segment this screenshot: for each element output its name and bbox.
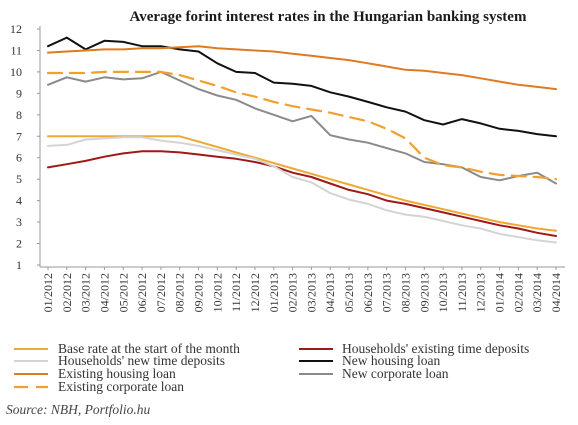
x-tick-label: 02/2013 bbox=[286, 273, 300, 312]
x-tick-label: 09/2013 bbox=[417, 273, 431, 312]
x-tick-label: 03/2014 bbox=[530, 273, 544, 312]
y-tick-label: 10 bbox=[10, 65, 22, 79]
x-tick-label: 10/2013 bbox=[436, 273, 450, 312]
y-tick-label: 8 bbox=[16, 108, 22, 122]
y-tick-label: 11 bbox=[10, 43, 22, 57]
x-tick-label: 05/2012 bbox=[116, 273, 130, 312]
y-tick-label: 3 bbox=[16, 215, 22, 229]
series-line-4 bbox=[47, 36, 557, 138]
series-line-2 bbox=[47, 150, 557, 237]
x-tick-label: 01/2013 bbox=[267, 273, 281, 312]
series-line-1 bbox=[47, 135, 557, 232]
series-line-6 bbox=[47, 70, 557, 185]
series-line-7 bbox=[46, 70, 558, 181]
legend-label: New housing loan bbox=[342, 353, 440, 368]
y-tick-label: 5 bbox=[16, 172, 22, 186]
x-tick-label: 06/2013 bbox=[361, 273, 375, 312]
x-tick-label: 11/2012 bbox=[229, 273, 243, 312]
series-group bbox=[46, 36, 558, 244]
legend-label: Base rate at the start of the month bbox=[58, 341, 240, 356]
x-tick-label: 10/2012 bbox=[210, 273, 224, 312]
y-tick-label: 7 bbox=[16, 129, 22, 143]
legend-label: Households' new time deposits bbox=[58, 353, 225, 368]
x-tick-label: 04/2012 bbox=[97, 273, 111, 312]
x-tick-label: 12/2013 bbox=[474, 273, 488, 312]
legend-label: Existing corporate loan bbox=[58, 379, 184, 394]
legend: Base rate at the start of the month House… bbox=[14, 341, 529, 394]
legend-label: Existing housing loan bbox=[58, 366, 176, 381]
x-tick-label: 09/2012 bbox=[192, 273, 206, 312]
x-tick-label: 08/2012 bbox=[173, 273, 187, 312]
x-tick-label: 07/2013 bbox=[380, 273, 394, 312]
y-tick-label: 2 bbox=[16, 237, 22, 251]
legend-label: New corporate loan bbox=[342, 366, 449, 381]
x-tick-label: 02/2012 bbox=[60, 273, 74, 312]
x-tick-label: 04/2013 bbox=[323, 273, 337, 312]
series-line-3 bbox=[47, 136, 557, 244]
y-tick-label: 4 bbox=[16, 194, 22, 208]
x-tick-label: 01/2012 bbox=[41, 273, 55, 312]
y-tick-label: 1 bbox=[16, 258, 22, 272]
chart-title: Average forint interest rates in the Hun… bbox=[130, 9, 527, 25]
legend-label: Households' existing time deposits bbox=[342, 341, 529, 356]
x-axis-ticks: 01/2012 02/2012 03/2012 04/2012 05/2012 06/20… bbox=[41, 267, 563, 312]
x-tick-label: 05/2013 bbox=[342, 273, 356, 312]
x-tick-label: 02/2014 bbox=[511, 273, 525, 312]
x-tick-label: 11/2013 bbox=[455, 273, 469, 312]
source-note: Source: NBH, Portfolio.hu bbox=[6, 402, 150, 417]
y-tick-label: 6 bbox=[16, 151, 22, 165]
x-tick-label: 06/2012 bbox=[135, 273, 149, 312]
x-tick-label: 12/2012 bbox=[248, 273, 262, 312]
x-tick-label: 08/2013 bbox=[398, 273, 412, 312]
series-line-5 bbox=[47, 45, 557, 91]
x-tick-label: 01/2014 bbox=[493, 273, 507, 312]
y-tick-label: 9 bbox=[16, 86, 22, 100]
x-tick-label: 03/2012 bbox=[79, 273, 93, 312]
y-tick-label: 12 bbox=[10, 22, 22, 36]
x-tick-label: 03/2013 bbox=[304, 273, 318, 312]
x-tick-label: 04/2014 bbox=[549, 273, 563, 312]
x-tick-label: 07/2012 bbox=[154, 273, 168, 312]
